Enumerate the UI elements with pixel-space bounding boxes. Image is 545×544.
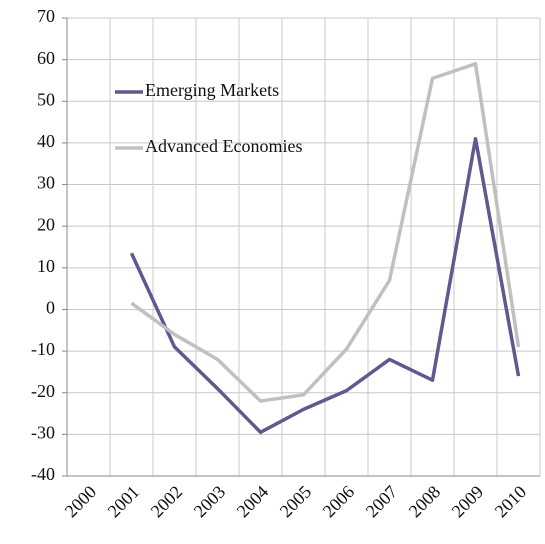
y-tick-label: 70 bbox=[37, 6, 55, 26]
y-tick-label: 30 bbox=[37, 173, 55, 193]
x-tick-label: 2003 bbox=[190, 482, 230, 522]
y-tick-label: -30 bbox=[31, 422, 55, 442]
x-tick-label: 2005 bbox=[276, 482, 316, 522]
y-tick-label: 0 bbox=[46, 298, 55, 318]
y-tick-label: 60 bbox=[37, 48, 55, 68]
x-tick-label: 2007 bbox=[362, 482, 402, 522]
x-tick-label: 2009 bbox=[448, 482, 488, 522]
x-tick-label: 2001 bbox=[104, 482, 144, 522]
y-tick-label: 40 bbox=[37, 131, 55, 151]
y-tick-label: 20 bbox=[37, 214, 55, 234]
series-line bbox=[129, 136, 521, 435]
y-tick-label: -20 bbox=[31, 381, 55, 401]
y-tick-label: 50 bbox=[37, 89, 55, 109]
y-tick-label: -40 bbox=[31, 464, 55, 484]
legend-label: Advanced Economies bbox=[145, 136, 302, 156]
x-tick-label: 2004 bbox=[233, 482, 273, 522]
x-tick-label: 2006 bbox=[319, 482, 359, 522]
x-tick-label: 2002 bbox=[147, 482, 187, 522]
x-tick-label: 2008 bbox=[405, 482, 445, 522]
legend-label: Emerging Markets bbox=[145, 80, 279, 100]
y-tick-label: -10 bbox=[31, 339, 55, 359]
x-tick-label: 2000 bbox=[61, 482, 101, 522]
y-tick-label: 10 bbox=[37, 256, 55, 276]
x-tick-label: 2010 bbox=[491, 482, 531, 522]
series-line bbox=[130, 62, 521, 403]
